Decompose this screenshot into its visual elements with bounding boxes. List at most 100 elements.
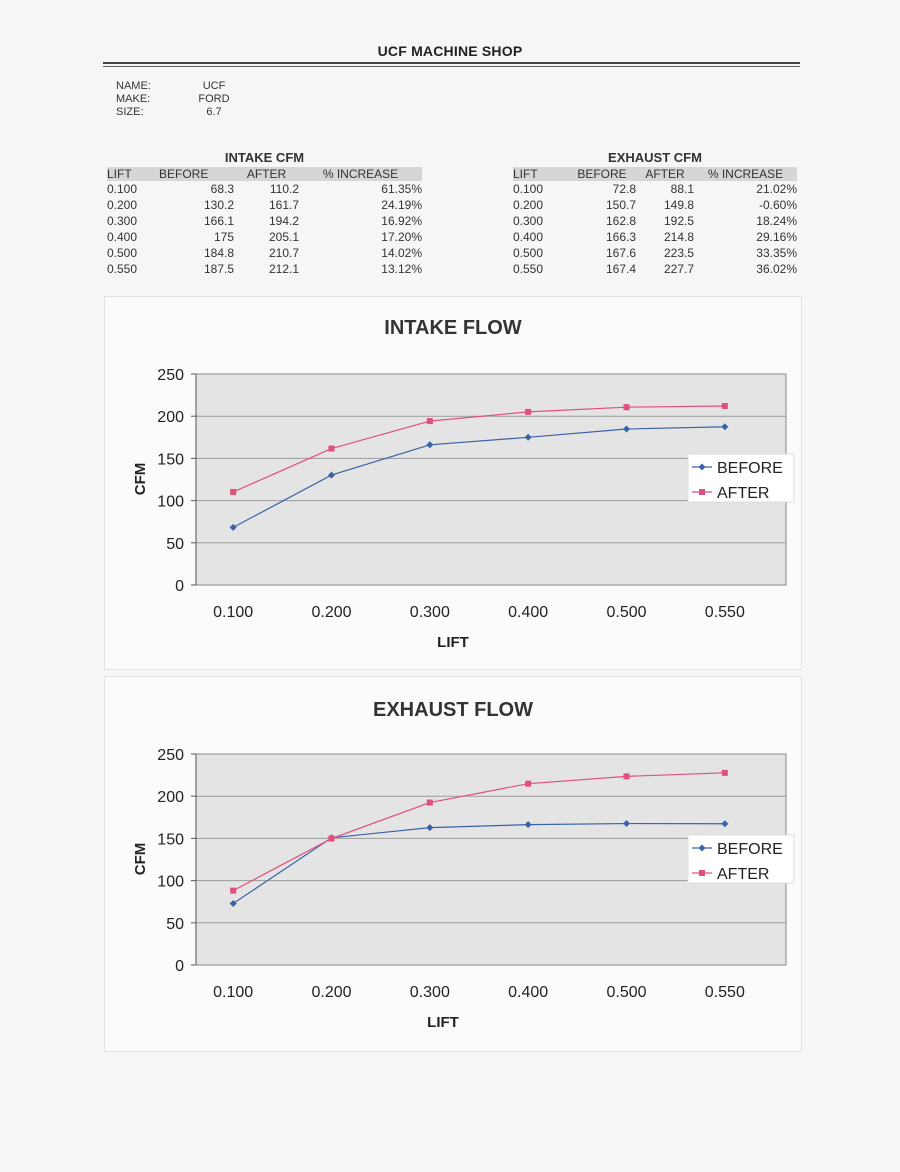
data-point-after — [426, 799, 433, 806]
intake-cfm-table: INTAKE CFM LIFT BEFORE AFTER % INCREASE … — [107, 150, 422, 277]
x-tick-label: 0.200 — [311, 604, 351, 621]
y-tick-label: 100 — [157, 494, 184, 511]
series-line-before — [232, 822, 725, 905]
data-point-before — [426, 824, 434, 832]
vehicle-info: NAME: UCF MAKE: FORD SIZE: 6.7 — [116, 80, 234, 119]
table-cell: 13.12% — [381, 262, 422, 276]
info-label: MAKE: — [116, 93, 151, 105]
table-cell: 21.02% — [756, 182, 797, 196]
x-axis-label: LIFT — [427, 1014, 459, 1031]
data-point-before — [524, 433, 532, 441]
column-header: % INCREASE — [299, 167, 422, 181]
info-value: FORD — [198, 93, 230, 105]
table-cell: 33.35% — [756, 246, 797, 260]
x-tick-label: 0.100 — [213, 604, 253, 621]
table-cell: -0.60% — [758, 198, 797, 212]
table-row: 0.200 150.7 149.8 -0.60% — [513, 197, 797, 213]
table-cell: 194.2 — [268, 214, 299, 228]
table-cell: 18.24% — [756, 214, 797, 228]
info-row-make: MAKE: FORD — [116, 93, 234, 106]
exhaust-table-title: EXHAUST CFM — [608, 150, 702, 165]
table-cell: 162.8 — [605, 214, 636, 228]
series-line-after — [232, 405, 725, 493]
table-cell: 161.7 — [268, 198, 299, 212]
data-point-before — [524, 821, 532, 829]
info-row-size: SIZE: 6.7 — [116, 106, 234, 119]
table-cell: 0.100 — [513, 182, 544, 196]
table-row: 0.500 167.6 223.5 33.35% — [513, 245, 797, 261]
data-point-after — [328, 445, 335, 452]
y-tick-label: 150 — [157, 451, 184, 468]
y-tick-label: 250 — [157, 367, 184, 384]
table-row: 0.500 184.8 210.7 14.02% — [107, 245, 422, 261]
x-tick-label: 0.300 — [410, 604, 450, 621]
data-point-before — [721, 423, 729, 431]
series-line-after — [232, 772, 725, 892]
table-cell: 68.3 — [210, 182, 234, 196]
table-cell: 0.200 — [107, 198, 138, 212]
table-cell: 0.300 — [513, 214, 544, 228]
data-point-after — [426, 418, 433, 425]
legend — [687, 834, 795, 884]
series-line-before — [232, 426, 725, 528]
data-point-before — [721, 820, 729, 828]
info-row-name: NAME: UCF — [116, 80, 234, 93]
table-cell: 0.400 — [107, 230, 138, 244]
info-label: SIZE: — [116, 106, 144, 118]
x-tick-label: 0.500 — [606, 604, 646, 621]
x-tick-label: 0.550 — [705, 604, 745, 621]
data-point-after — [328, 835, 335, 842]
data-point-before — [426, 441, 434, 449]
table-cell: 184.8 — [203, 246, 234, 260]
table-cell: 0.550 — [513, 262, 544, 276]
data-point-after — [623, 773, 630, 780]
table-cell: 24.19% — [381, 198, 422, 212]
y-axis-label: CFM — [132, 843, 149, 876]
table-cell: 223.5 — [663, 246, 694, 260]
exhaust-cfm-table: EXHAUST CFM LIFT BEFORE AFTER % INCREASE… — [513, 150, 797, 277]
table-cell: 214.8 — [663, 230, 694, 244]
intake-flow-chart-box: INTAKE FLOW LIFT CFM 0 50 100 150 200 250 0.10… — [104, 296, 802, 670]
y-tick-label: 50 — [166, 916, 184, 933]
table-cell: 0.100 — [107, 182, 138, 196]
table-cell: 175 — [213, 230, 234, 244]
legend — [687, 453, 795, 503]
table-cell: 0.400 — [513, 230, 544, 244]
legend-marker-after — [699, 489, 705, 495]
data-point-after — [721, 402, 728, 409]
x-tick-label: 0.300 — [410, 984, 450, 1001]
column-header: LIFT — [513, 167, 568, 181]
column-header: LIFT — [107, 167, 159, 181]
table-row: 0.550 187.5 212.1 13.12% — [107, 261, 422, 277]
table-cell: 167.6 — [605, 246, 636, 260]
y-tick-label: 0 — [175, 958, 184, 975]
data-point-before — [229, 523, 237, 531]
table-row: 0.550 167.4 227.7 36.02% — [513, 261, 797, 277]
table-cell: 61.35% — [381, 182, 422, 196]
x-axis-label: LIFT — [437, 634, 469, 651]
legend-label-after: AFTER — [717, 485, 769, 502]
data-point-before — [328, 471, 335, 479]
table-cell: 166.3 — [605, 230, 636, 244]
y-tick-label: 250 — [157, 747, 184, 764]
table-row: 0.200 130.2 161.7 24.19% — [107, 197, 422, 213]
chart-title: INTAKE FLOW — [384, 317, 522, 339]
table-cell: 0.500 — [107, 246, 138, 260]
table-cell: 14.02% — [381, 246, 422, 260]
column-header: AFTER — [234, 167, 299, 181]
table-cell: 150.7 — [605, 198, 636, 212]
table-cell: 0.200 — [513, 198, 544, 212]
data-point-before — [623, 820, 630, 828]
x-tick-label: 0.400 — [508, 604, 548, 621]
data-point-before — [229, 900, 237, 908]
column-header: AFTER — [636, 167, 694, 181]
intake-table-title: INTAKE CFM — [224, 150, 305, 165]
table-cell: 72.8 — [612, 182, 636, 196]
column-header: % INCREASE — [694, 167, 797, 181]
y-tick-label: 50 — [166, 536, 184, 553]
chart-title: EXHAUST FLOW — [373, 699, 533, 721]
data-point-before — [623, 425, 630, 433]
x-tick-label: 0.100 — [213, 984, 253, 1001]
data-point-after — [230, 887, 237, 894]
legend-label-before: BEFORE — [717, 460, 783, 477]
